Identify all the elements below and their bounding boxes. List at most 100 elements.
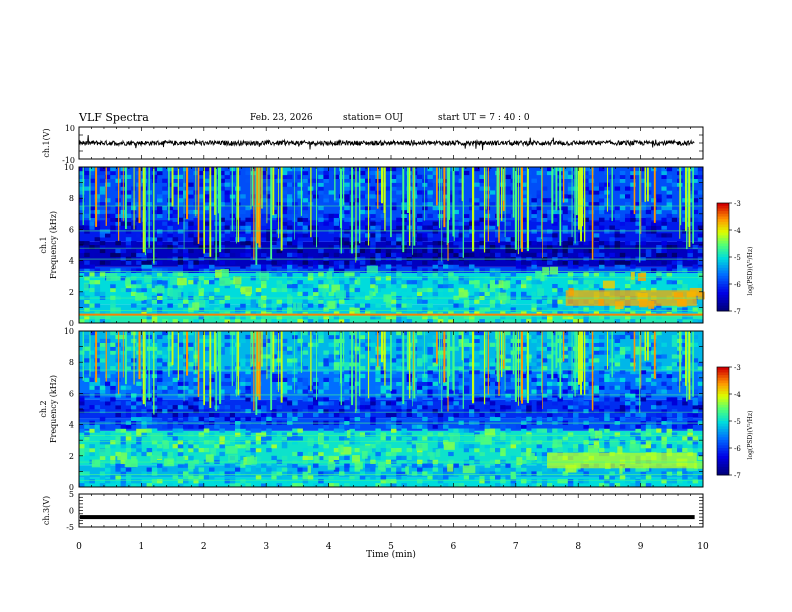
spectrogram-cell <box>146 412 153 418</box>
spectrogram-cell <box>458 233 465 238</box>
sferic-spike <box>253 167 255 260</box>
spectrogram-cell <box>588 280 595 285</box>
spectrogram-cell <box>536 307 543 312</box>
spectrogram-cell <box>443 178 449 183</box>
spectrogram-cell <box>692 401 699 406</box>
spectrogram-cell <box>370 315 376 320</box>
spectrogram-cell <box>422 416 428 421</box>
colorbar-cell <box>717 305 729 309</box>
spectrogram-cell <box>333 268 340 273</box>
spectrogram-cell <box>625 194 631 199</box>
spectrogram-cell <box>396 303 402 308</box>
spectrogram-cell <box>640 334 647 340</box>
spectrogram-cell <box>604 272 610 277</box>
spectrogram-cell <box>380 401 387 406</box>
spectrogram-cell <box>391 260 397 265</box>
spectrogram-cell <box>224 198 231 203</box>
spectrogram-cell <box>318 217 324 222</box>
sferic-spike <box>118 167 120 241</box>
spectrogram-cell <box>188 475 194 480</box>
spectrogram-cell <box>682 206 688 211</box>
spectrogram-cell <box>349 467 355 472</box>
spectrogram-cell <box>604 209 610 215</box>
spectrogram-cell <box>245 241 251 246</box>
spectrogram-cell <box>328 475 335 480</box>
sferic-spike <box>584 167 586 242</box>
spectrogram-cell <box>448 264 454 269</box>
spectrogram-cell <box>125 213 132 218</box>
spectrogram-cell <box>167 467 173 472</box>
spectrogram-cell <box>328 401 335 406</box>
spectrogram-cell <box>453 252 459 257</box>
spectrogram-cell <box>671 432 678 437</box>
spectrogram-cell <box>541 186 548 191</box>
spectrogram-cell <box>125 174 132 179</box>
spectrogram-cell <box>365 416 371 421</box>
spectrogram-cell <box>141 483 147 488</box>
spectrogram-cell <box>198 202 205 207</box>
spectrogram-cell <box>125 260 132 265</box>
spectrogram-cell <box>281 377 288 382</box>
spectrogram-cell <box>354 338 361 343</box>
spectrogram-cell <box>276 287 283 293</box>
spectrogram-cell <box>162 366 168 371</box>
spectrogram-cell <box>125 350 132 355</box>
spectrogram-cell <box>583 182 589 187</box>
spectrogram-cell <box>261 221 267 226</box>
spectrogram-cell <box>635 483 641 488</box>
spectrogram-cell <box>391 291 397 296</box>
spectrogram-cell <box>515 436 522 441</box>
spectrogram-cell <box>567 311 574 316</box>
spectrogram-cell <box>183 455 189 460</box>
spectrogram-cell <box>458 444 465 449</box>
spectrogram-cell <box>375 385 381 390</box>
spectrogram-cell <box>385 190 392 195</box>
spectrogram-cell <box>235 467 241 472</box>
spectrogram-cell <box>443 342 449 347</box>
spectrogram-cell <box>448 260 454 265</box>
spectrogram-cell <box>344 287 350 293</box>
spectrogram-cell <box>422 463 428 468</box>
spectrogram-cell <box>656 354 662 359</box>
spectrogram-cell <box>401 315 407 320</box>
spectrogram-cell <box>266 354 272 359</box>
spectrogram-cell <box>177 471 184 476</box>
intense-band <box>547 452 697 469</box>
spectrogram-cell <box>640 248 647 254</box>
spectrogram-cell <box>531 338 537 343</box>
spectrogram-cell <box>593 268 600 273</box>
spectrogram-cell <box>510 252 517 257</box>
spectrogram-cell <box>510 467 517 472</box>
spectrogram-cell <box>323 174 329 179</box>
spectrogram-cell <box>391 315 397 320</box>
chorus-patch <box>340 446 352 455</box>
ch1-ytick-label: 10 <box>65 124 75 133</box>
spectrogram-cell <box>276 373 283 379</box>
station-label: station= OUJ <box>343 113 404 123</box>
spectrogram-cell <box>323 370 329 375</box>
spectrogram-cell <box>510 440 517 445</box>
sferic-spike <box>512 167 515 218</box>
spectrogram-cell <box>177 385 184 390</box>
spectrogram-cell <box>203 342 210 347</box>
spectrogram-cell <box>203 194 210 199</box>
spectrogram-cell <box>697 315 704 320</box>
spectrogram-cell <box>281 174 288 179</box>
spectrogram-cell <box>292 475 298 480</box>
spectrogram-cell <box>261 338 267 343</box>
spectrogram-cell <box>177 342 184 347</box>
spectrogram-cell <box>167 237 173 242</box>
spectrogram-cell <box>214 362 220 367</box>
spectrogram-cell <box>625 202 631 207</box>
spectrogram-cell <box>651 287 657 293</box>
spectrogram-cell <box>276 385 283 390</box>
spectrogram-cell <box>562 373 569 379</box>
spectrogram-cell <box>172 428 179 433</box>
spectrogram-cell <box>687 268 693 273</box>
spectrogram-cell <box>224 366 231 371</box>
spectrogram-cell <box>609 436 615 441</box>
spectrogram-cell <box>671 362 678 367</box>
spectrogram-cell <box>515 405 522 410</box>
spectrogram-cell <box>385 412 392 418</box>
spectrogram-cell <box>198 475 205 480</box>
